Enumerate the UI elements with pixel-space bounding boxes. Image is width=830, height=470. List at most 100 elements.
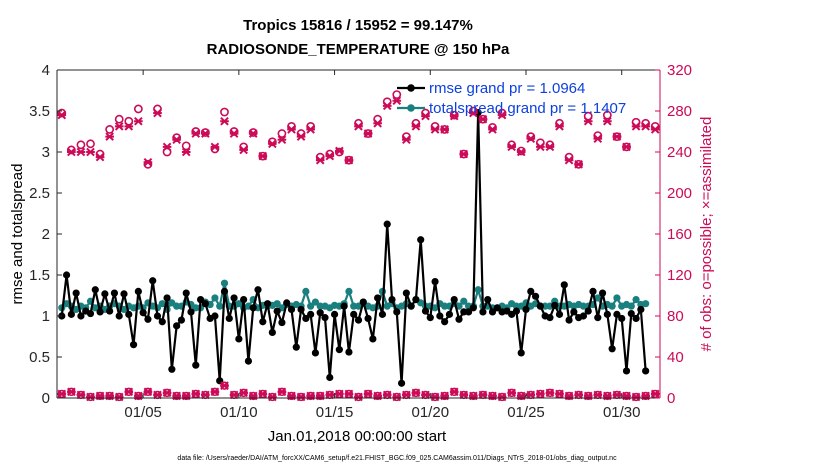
obs-possible-point [507,140,517,150]
rmse-point [153,312,162,320]
left-tick-label: 3 [42,144,50,161]
obs-assimilated-point [201,129,210,138]
rmse-point [125,310,133,318]
rmse-point [149,277,157,285]
rmse-point [330,310,339,318]
right-tick-label: 120 [667,267,692,284]
rmse-point [441,318,449,326]
obs-assimilated-low-point [67,387,76,397]
rmse-point [622,367,631,375]
obs-assimilated-low-point [411,388,421,398]
obs-assimilated-low-point [239,388,248,398]
left-tick-label: 4 [42,62,50,79]
right-tick-label: 200 [667,185,692,202]
right-tick-label: 280 [667,103,692,120]
rmse-point [426,314,434,322]
obs-assimilated-point [287,125,296,134]
totalspread-point [460,297,468,305]
rmse-point [522,305,530,314]
obs-assimilated-low-point [459,390,469,400]
obs-possible-point [133,104,143,114]
right-tick-label: 320 [667,62,692,79]
obs-possible-point [602,110,612,120]
obs-assimilated-point [449,111,459,121]
rmse-point [225,314,233,323]
totalspread-point [431,304,439,312]
obs-possible-point [325,149,335,159]
left-tick-label: 2.5 [29,185,50,202]
obs-possible-point [583,111,593,121]
obs-assimilated-low-point [114,392,124,402]
rmse-point [244,357,253,365]
obs-assimilated-point [67,147,76,157]
obs-assimilated-point [402,135,411,145]
rmse-point [402,289,410,297]
obs-assimilated-point [430,125,440,134]
rmse-point [469,304,477,312]
totalspread-point [632,296,640,304]
rmse-point [632,314,640,323]
obs-assimilated-low-point [191,389,201,399]
obs-assimilated-point [134,116,143,126]
rmse-point [311,349,320,357]
obs-assimilated-point [373,118,382,128]
obs-assimilated-point [622,142,631,152]
rmse-point [436,312,444,320]
rmse-point [613,310,621,318]
rmse-point [570,308,578,316]
obs-assimilated-point [76,147,86,157]
obs-assimilated-low-point [526,390,536,400]
obs-assimilated-point [574,159,583,169]
obs-possible-point [114,114,124,124]
rmse-point [555,310,564,318]
rmse-point [431,277,439,286]
totalspread-point [594,294,602,302]
rmse-point [397,379,406,387]
right-tick-label: 240 [667,144,692,161]
obs-assimilated-point [172,135,181,145]
obs-assimilated-point [315,155,325,165]
obs-assimilated-point [382,101,392,111]
obs-assimilated-low-point [478,390,488,400]
totalspread-point [211,294,219,302]
right-tick-label: 40 [667,349,684,366]
obs-possible-point [172,133,182,143]
obs-assimilated-low-point [76,390,86,400]
rmse-point [354,316,363,324]
obs-assimilated-point [258,151,268,161]
y-axis-label-right: # of obs: o=possible; ×=assimilated [698,117,715,352]
rmse-point [378,310,387,318]
x-tick-group: 01/05 01/10 01/15 01/20 01/25 01/30 [124,70,640,421]
rmse-point [345,348,353,356]
obs-assimilated-low-point [507,388,516,398]
rmse-point [110,289,119,297]
totalspread-point [627,302,635,310]
obs-possible-point [86,139,95,149]
obs-assimilated-point [239,145,248,155]
obs-possible-point [392,90,402,99]
obs-assimilated-low-point [402,390,411,400]
rmse-point [421,307,430,315]
rmse-point [201,300,209,308]
rmse-point [589,287,597,295]
rmse-point [292,343,300,351]
obs-possible-point [267,137,277,147]
left-tick-label: 1.5 [29,267,50,284]
rmse-point [598,289,607,297]
rmse-point [560,281,568,289]
obs-assimilated-point [497,110,507,120]
totalspread-point [474,286,482,294]
obs-assimilated-point [296,132,306,141]
obs-assimilated-low-point [430,392,440,402]
rmse-point [273,307,281,315]
totalspread-point [216,302,224,310]
totalspread-point [235,300,243,308]
rmse-point [101,290,109,298]
totalspread-point [220,279,229,287]
obs-possible-point [488,123,497,132]
totalspread-point [354,302,363,310]
obs-assimilated-point [650,125,660,134]
rmse-point [350,310,358,318]
rmse-point [139,309,147,317]
